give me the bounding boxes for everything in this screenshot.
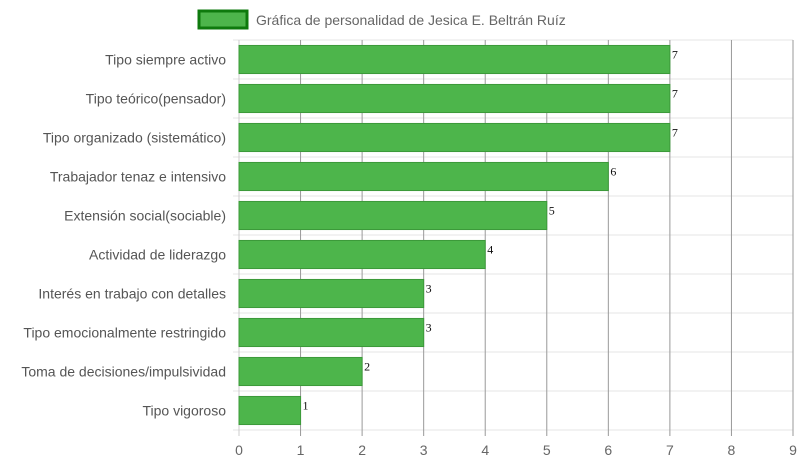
category-label: Actividad de liderazgo xyxy=(89,247,226,263)
category-label: Toma de decisiones/impulsividad xyxy=(21,364,226,380)
category-label: Tipo emocionalmente restringido xyxy=(23,325,226,341)
category-label: Tipo organizado (sistemático) xyxy=(43,130,226,146)
legend-swatch xyxy=(197,9,249,30)
data-label: 4 xyxy=(487,243,493,257)
bar xyxy=(238,161,609,192)
data-label: 7 xyxy=(672,87,678,101)
data-label: 5 xyxy=(549,204,555,218)
bar xyxy=(238,278,425,309)
bar xyxy=(238,122,671,153)
x-tick-label: 7 xyxy=(666,442,674,458)
x-tick-label: 0 xyxy=(235,442,243,458)
data-label: 7 xyxy=(672,48,678,62)
bar xyxy=(238,395,302,426)
x-tick-label: 4 xyxy=(481,442,489,458)
x-tick-label: 1 xyxy=(297,442,305,458)
bar xyxy=(238,44,671,75)
x-tick-label: 8 xyxy=(728,442,736,458)
data-label: 1 xyxy=(303,399,309,413)
bar xyxy=(238,239,486,270)
x-tick-label: 2 xyxy=(358,442,366,458)
bar xyxy=(238,83,671,114)
data-label: 3 xyxy=(426,282,432,296)
x-tick-label: 6 xyxy=(604,442,612,458)
category-label: Extensión social(sociable) xyxy=(64,208,226,224)
legend-label: Gráfica de personalidad de Jesica E. Bel… xyxy=(256,12,566,28)
data-label: 7 xyxy=(672,126,678,140)
data-label: 3 xyxy=(426,321,432,335)
data-labels: 7 7 7 6 5 4 3 3 2 1 xyxy=(303,48,678,413)
bars xyxy=(238,44,671,426)
data-label: 2 xyxy=(364,360,370,374)
x-tick-label: 9 xyxy=(789,442,797,458)
category-labels: Tipo siempre activo Tipo teórico(pensador… xyxy=(21,52,226,419)
x-tick-label: 5 xyxy=(543,442,551,458)
category-label: Tipo siempre activo xyxy=(105,52,226,68)
legend: Gráfica de personalidad de Jesica E. Bel… xyxy=(197,9,566,30)
category-label: Tipo vigoroso xyxy=(142,403,226,419)
category-label: Trabajador tenaz e intensivo xyxy=(50,169,226,185)
bar xyxy=(238,200,548,231)
x-tick-label: 3 xyxy=(420,442,428,458)
category-label: Interés en trabajo con detalles xyxy=(38,286,226,302)
x-tick-labels: 0 1 2 3 4 5 6 7 8 9 xyxy=(235,442,797,458)
bar xyxy=(238,356,363,387)
bar xyxy=(238,317,425,348)
category-label: Tipo teórico(pensador) xyxy=(86,91,226,107)
data-label: 6 xyxy=(610,165,616,179)
